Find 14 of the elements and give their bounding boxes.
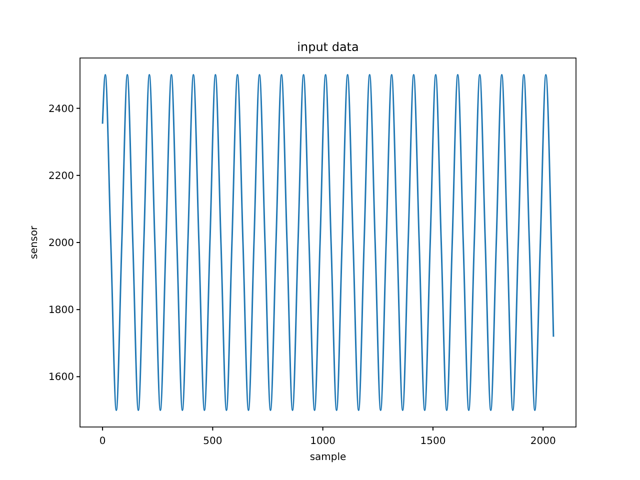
x-tick-label: 0 <box>99 436 106 447</box>
y-tick-label: 2200 <box>48 170 74 182</box>
line-series <box>102 74 554 411</box>
x-tick-label: 2000 <box>530 436 556 447</box>
x-tick-label: 1500 <box>420 436 446 447</box>
x-tick-label: 1000 <box>310 436 336 447</box>
y-tick-label: 1800 <box>48 305 74 316</box>
x-axis-title: sample <box>310 452 346 463</box>
chart-title: input data <box>297 40 359 54</box>
y-tick-label: 1600 <box>48 372 74 384</box>
x-tick-label: 500 <box>203 436 222 447</box>
y-tick-label: 2000 <box>48 238 74 249</box>
y-axis-title: sensor <box>29 225 40 260</box>
y-tick-label: 2400 <box>48 104 74 115</box>
